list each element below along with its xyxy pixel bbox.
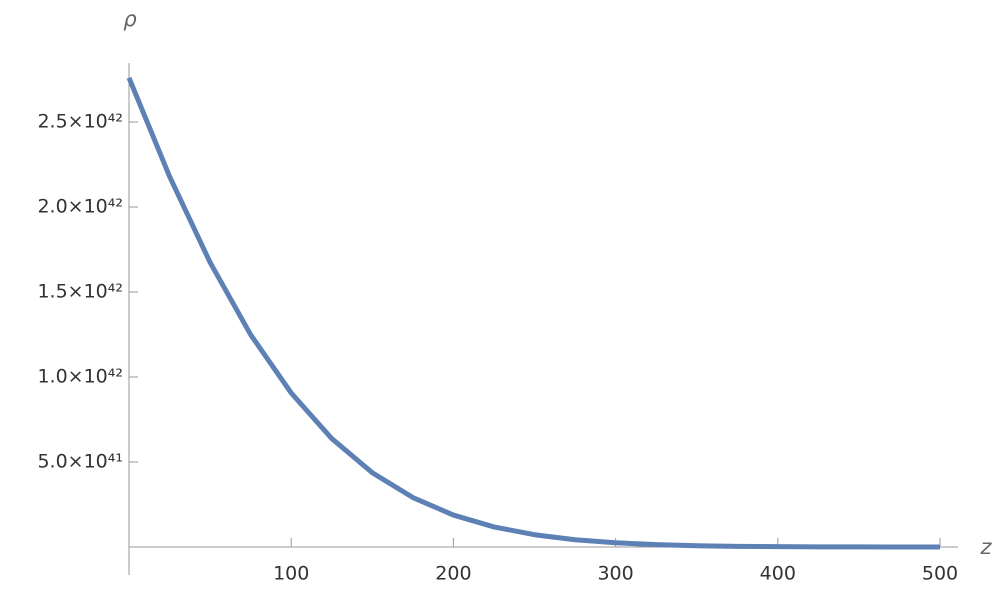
- x-tick-label: 100: [273, 563, 309, 585]
- x-tick-label: 200: [435, 563, 471, 585]
- y-tick-label: 2.5×10⁴²: [37, 111, 123, 133]
- x-axis-label: z: [979, 535, 992, 559]
- y-axis-label: ρ: [123, 7, 137, 31]
- y-tick-label: 1.5×10⁴²: [37, 281, 123, 303]
- x-tick-label: 400: [760, 563, 796, 585]
- y-tick-label: 1.0×10⁴²: [37, 366, 123, 388]
- x-tick-label: 300: [597, 563, 633, 585]
- data-line: [126, 76, 941, 550]
- y-tick-label: 5.0×10⁴¹: [37, 451, 123, 473]
- y-tick-label: 2.0×10⁴²: [37, 196, 123, 218]
- x-tick-label: 500: [922, 563, 958, 585]
